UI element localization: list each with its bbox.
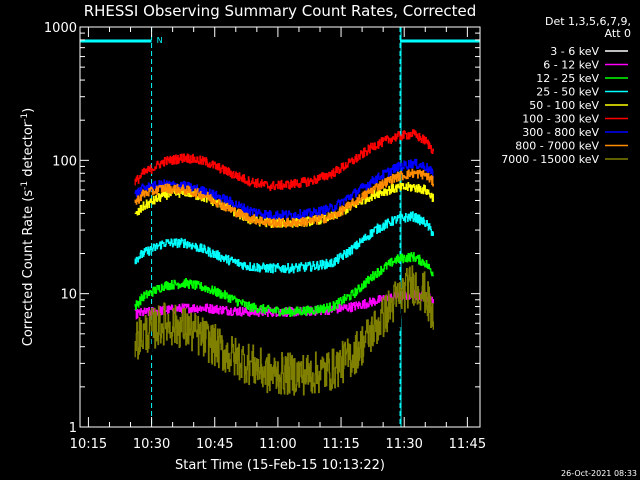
series-line — [134, 265, 434, 396]
x-axis-label: Start Time (15-Feb-15 10:13:22) — [175, 458, 385, 473]
series-line — [134, 168, 434, 228]
y-axis-label-end: ) — [21, 108, 36, 113]
y-axis-label-sup1: -1 — [20, 181, 30, 190]
svg-text:Corrected Count Rate (s-1 dete: Corrected Count Rate (s-1 detector-1) — [20, 108, 36, 346]
legend-label: 6 - 12 keV — [543, 59, 599, 72]
legend-header-line1: Det 1,3,5,6,7,9, — [545, 15, 631, 28]
legend-label: 25 - 50 keV — [536, 86, 599, 99]
x-tick-label: 11:00 — [259, 437, 296, 452]
y-tick-label: 10 — [60, 288, 77, 303]
y-tick-label: 1000 — [44, 21, 77, 36]
x-tick-label: 11:45 — [449, 437, 486, 452]
series-line — [134, 182, 434, 228]
legend-label: 7000 - 15000 keV — [501, 153, 599, 166]
legend-label: 12 - 25 keV — [536, 72, 599, 85]
y-axis-label-mid: detector — [21, 121, 36, 181]
x-tick-label: 10:45 — [196, 437, 233, 452]
night-flag-label: N — [157, 36, 163, 45]
series-line — [134, 252, 434, 318]
x-tick-label: 11:15 — [322, 437, 359, 452]
y-axis-label-sup2: -1 — [20, 113, 30, 122]
series-line — [134, 211, 434, 274]
x-tick-label: 11:30 — [385, 437, 422, 452]
y-tick-label: 1 — [69, 421, 77, 436]
y-tick-label: 100 — [52, 154, 77, 169]
plot-frame — [79, 26, 481, 428]
legend-label: 50 - 100 keV — [529, 99, 599, 112]
axes: 1 10 100 1000 10:15 10:30 10:45 11:00 11:15 11:30… — [44, 21, 486, 452]
chart-title: RHESSI Observing Summary Count Rates, Co… — [84, 2, 477, 20]
x-tick-label: 10:30 — [133, 437, 170, 452]
series-line — [134, 129, 434, 192]
legend-label: 300 - 800 keV — [522, 126, 599, 139]
legend-label: 100 - 300 keV — [522, 113, 599, 126]
legend-header-line2: Att 0 — [605, 27, 631, 40]
legend-label: 3 - 6 keV — [550, 45, 599, 58]
legend-label: 800 - 7000 keV — [515, 140, 599, 153]
plot-area: N — [80, 27, 480, 427]
y-axis-label-main: Corrected Count Rate (s — [21, 190, 36, 347]
y-axis-label: Corrected Count Rate (s-1 detector-1) — [20, 108, 36, 346]
x-tick-label: 10:15 — [70, 437, 107, 452]
plot-timestamp: 26-Oct-2021 08:33 — [561, 469, 637, 478]
